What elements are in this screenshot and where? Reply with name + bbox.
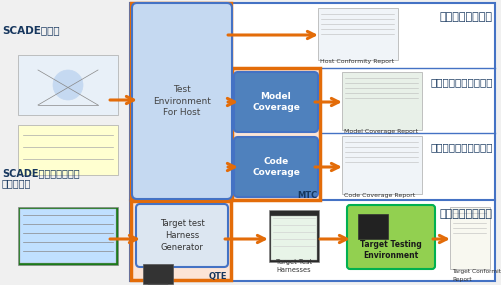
Text: Test
Environment
For Host: Test Environment For Host bbox=[153, 85, 211, 117]
Bar bbox=[20, 209, 116, 263]
Bar bbox=[131, 201, 231, 280]
Text: Report: Report bbox=[452, 278, 471, 282]
Bar bbox=[342, 72, 422, 130]
Bar bbox=[450, 207, 490, 269]
Bar bbox=[143, 264, 173, 284]
Text: テスト手順: テスト手順 bbox=[2, 178, 32, 188]
Bar bbox=[271, 216, 317, 260]
Text: モデルカバレッジ解析: モデルカバレッジ解析 bbox=[430, 77, 493, 87]
Text: QTE: QTE bbox=[208, 272, 227, 280]
Bar bbox=[342, 136, 422, 194]
Bar bbox=[131, 3, 231, 200]
Text: Target Test: Target Test bbox=[276, 259, 312, 265]
Text: Host Conformity Report: Host Conformity Report bbox=[320, 60, 394, 64]
FancyBboxPatch shape bbox=[234, 137, 318, 197]
Text: Model Coverage Report: Model Coverage Report bbox=[344, 129, 418, 135]
Bar bbox=[232, 68, 320, 200]
Text: Code Coverage Report: Code Coverage Report bbox=[344, 194, 415, 198]
Bar bbox=[18, 55, 118, 115]
FancyBboxPatch shape bbox=[347, 205, 435, 269]
Bar bbox=[318, 8, 398, 60]
Text: コードカバレッジ解析: コードカバレッジ解析 bbox=[430, 142, 493, 152]
Circle shape bbox=[53, 70, 83, 100]
Bar bbox=[18, 207, 118, 265]
FancyBboxPatch shape bbox=[234, 72, 318, 132]
Text: SCADEモデル: SCADEモデル bbox=[2, 25, 60, 35]
FancyBboxPatch shape bbox=[132, 3, 232, 199]
Text: SCADEテストケースと: SCADEテストケースと bbox=[2, 168, 80, 178]
Text: Harnesses: Harnesses bbox=[277, 267, 311, 273]
Bar bbox=[18, 125, 118, 175]
Text: シミュレーション: シミュレーション bbox=[440, 12, 493, 22]
Text: ターゲットテスト: ターゲットテスト bbox=[440, 209, 493, 219]
Text: Model
Coverage: Model Coverage bbox=[252, 91, 300, 112]
Bar bbox=[269, 210, 319, 262]
Text: Target Conformity: Target Conformity bbox=[452, 270, 501, 274]
Text: Code
Coverage: Code Coverage bbox=[252, 156, 300, 177]
Text: Target Testing
Environment: Target Testing Environment bbox=[360, 240, 422, 260]
FancyBboxPatch shape bbox=[136, 204, 228, 267]
Bar bbox=[130, 3, 495, 281]
Bar bbox=[148, 284, 168, 285]
Text: MTC: MTC bbox=[298, 192, 318, 201]
Bar bbox=[358, 214, 388, 239]
Text: Target test
Harness
Generator: Target test Harness Generator bbox=[160, 219, 204, 252]
